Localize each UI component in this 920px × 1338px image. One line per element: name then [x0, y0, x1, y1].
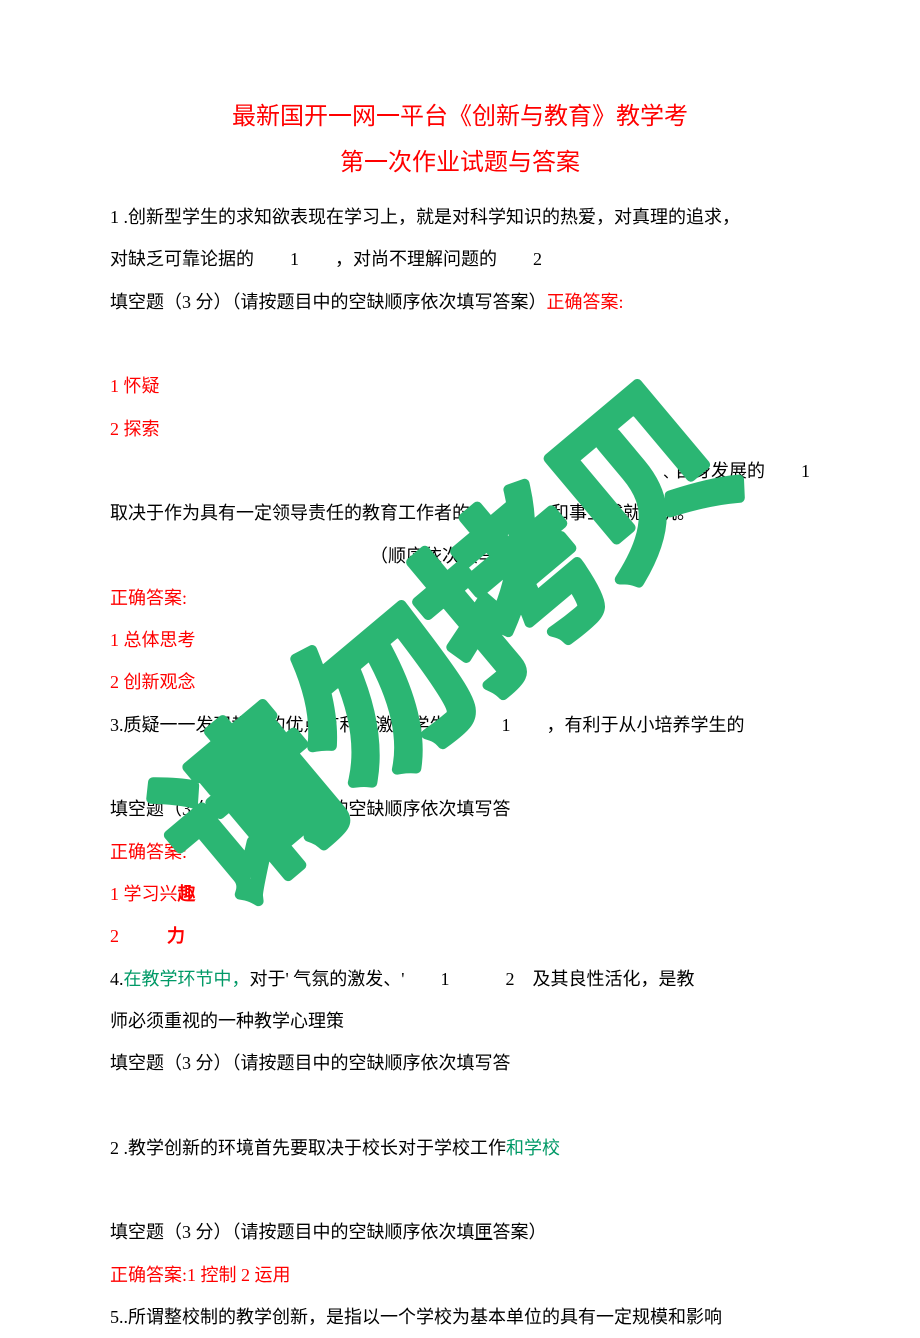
q1-stem-b-pre: 对缺乏可靠论据的 [110, 249, 254, 269]
q3-ans1-pre: 1 学习兴 [110, 884, 178, 904]
q3-ans1: 1 学习兴趣 [110, 873, 810, 915]
q4-stem-mid: 对于' 气氛的激发、' [250, 969, 405, 989]
q1-inst: 填空题（3 分）（请按题目中的空缺顺序依次填写答案）正确答案: [110, 281, 810, 323]
q4-stem: 4.在教学环节中，对于' 气氛的激发、' 1 2 及其良性活化，是教 [110, 958, 810, 1000]
q2b-stem-pre: 2 .教学创新的环境首先要取决于校长对于学校工作 [110, 1138, 506, 1158]
q4-stem-pre: 4. [110, 969, 124, 989]
q4-blank2: 2 [506, 969, 515, 989]
q2b-ans: 正确答案:1 控制 2 运用 [110, 1254, 810, 1296]
q2frag-line-pre: 取决于作为具有一定领导责任的教育工作者的 [110, 503, 470, 523]
q2b-inst: 填空题（3 分）（请按题目中的空缺顺序依次填匣答案） [110, 1211, 810, 1253]
q2frag-line-post: 和事业成就动机。 [551, 503, 695, 523]
q3-stem: 3.质疑一一发现教学的优点有利于激发学生的 1 ，有利于从小培养学生的 [110, 704, 810, 746]
q1-inst-text: 填空题（3 分）（请按题目中的空缺顺序依次填写答案） [110, 292, 547, 312]
q1-ans1: 1 怀疑 [110, 365, 810, 407]
q3-ans-label: 正确答案: [110, 831, 810, 873]
q2frag-line: 取决于作为具有一定领导责任的教育工作者的 2 和事业成就动机。 [110, 492, 810, 534]
q2b-inst-pre: 填空题（3 分）（请按题目中的空缺顺序依次填 [110, 1222, 475, 1242]
q1-blank2: 2 [533, 249, 542, 269]
q3-ans1-bold: 趣 [178, 884, 196, 904]
q3-stem-post: ，有利于从小培养学生的 [547, 715, 745, 735]
q2frag-right: ﹑﹑自身发展的 1 [110, 450, 810, 492]
q1-ans2: 2 探索 [110, 408, 810, 450]
q3-inst: 填空题（3 分）（请按题目中的空缺顺序依次填写答 [110, 788, 810, 830]
q1-blank1: 1 [290, 249, 299, 269]
q1-ans-label: 正确答案: [547, 292, 624, 312]
q3-stem-pre: 3.质疑一一发现教学的优点有利于激发学生的 [110, 715, 466, 735]
q4-inst: 填空题（3 分）（请按题目中的空缺顺序依次填写答 [110, 1042, 810, 1084]
q4-stem-post: 及其良性活化，是教 [533, 969, 695, 989]
q4-stem-green: 在教学环节中， [124, 969, 250, 989]
q2frag-right-num: 1 [801, 461, 810, 481]
q2b-stem-green: 和学校 [506, 1138, 560, 1158]
q2frag-ans2: 2 创新观念 [110, 661, 810, 703]
q2frag-ans-label: 正确答案: [110, 577, 810, 619]
q2frag-line-num: 2 [506, 503, 515, 523]
doc-title-line2: 第一次作业试题与答案 [110, 141, 810, 187]
q4-stem-line2: 师必须重视的一种教学心理策 [110, 1000, 810, 1042]
q2b-inst-post: 答案） [493, 1222, 547, 1242]
q1-stem-b-mid: ，对尚不理解问题的 [335, 249, 497, 269]
q3-ans2: 2力 [110, 915, 810, 957]
q1-stem-b: 对缺乏可靠论据的 1 ，对尚不理解问题的 2 [110, 238, 810, 280]
q2b-stem: 2 .教学创新的环境首先要取决于校长对于学校工作和学校 [110, 1127, 810, 1169]
q2frag-garble: （顺序依次填写答案） [110, 535, 810, 577]
q2b-inst-u: 匣 [475, 1222, 493, 1242]
q2frag-ans1: 1 总体思考 [110, 619, 810, 661]
q4-blank1: 1 [441, 969, 450, 989]
q2frag-right-a: ﹑﹑自身发展的 [639, 461, 765, 481]
q3-blank1: 1 [502, 715, 511, 735]
q5-stem: 5..所谓整校制的教学创新，是指以一个学校为基本单位的具有一定规模和影响 [110, 1296, 810, 1338]
q3-ans2-pre: 2 [110, 926, 119, 946]
q1-stem-a: 1 .创新型学生的求知欲表现在学习上，就是对科学知识的热爱，对真理的追求， [110, 196, 810, 238]
doc-title-line1: 最新国开一网一平台《创新与教育》教学考 [110, 95, 810, 141]
q3-ans2-bold: 力 [167, 926, 185, 946]
